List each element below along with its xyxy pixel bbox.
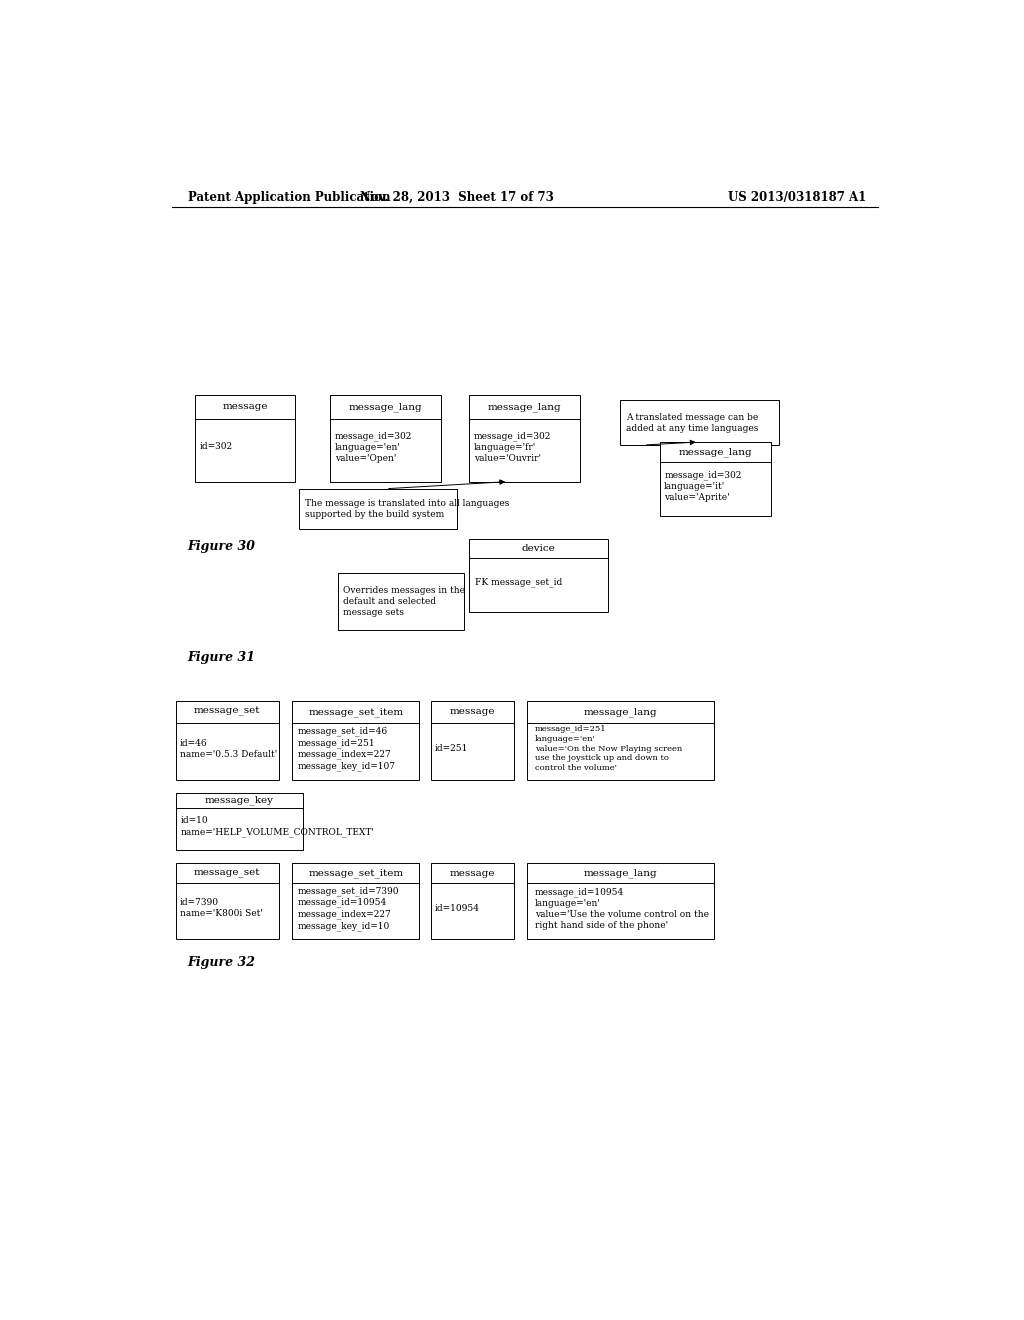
Text: device: device: [522, 544, 556, 553]
Bar: [469, 539, 608, 611]
Text: Patent Application Publication: Patent Application Publication: [187, 190, 390, 203]
Bar: [196, 395, 295, 482]
Text: message_id=10954
language='en'
value='Use the volume control on the
right hand s: message_id=10954 language='en' value='Us…: [535, 887, 709, 929]
Bar: [299, 488, 458, 529]
Text: message_key: message_key: [205, 796, 273, 805]
Text: message_set: message_set: [194, 869, 260, 878]
Bar: [527, 863, 714, 939]
Bar: [176, 701, 279, 780]
Text: message_lang: message_lang: [349, 403, 423, 412]
Text: id=302: id=302: [200, 442, 232, 451]
Text: Figure 30: Figure 30: [187, 540, 256, 553]
Text: message_set_id=7390
message_id=10954
message_index=227
message_key_id=10: message_set_id=7390 message_id=10954 mes…: [297, 886, 399, 931]
Text: Nov. 28, 2013  Sheet 17 of 73: Nov. 28, 2013 Sheet 17 of 73: [360, 190, 554, 203]
Bar: [527, 701, 714, 780]
Bar: [469, 395, 581, 482]
Bar: [292, 701, 419, 780]
Text: message_set_id=46
message_id=251
message_index=227
message_key_id=107: message_set_id=46 message_id=251 message…: [297, 726, 395, 771]
Bar: [292, 863, 419, 939]
Text: Overrides messages in the
default and selected
message sets: Overrides messages in the default and se…: [343, 586, 465, 618]
Bar: [176, 863, 279, 939]
Text: message_lang: message_lang: [584, 708, 657, 717]
Bar: [338, 573, 464, 630]
Bar: [431, 863, 514, 939]
Text: The message is translated into all languages
supported by the build system: The message is translated into all langu…: [305, 499, 509, 519]
Text: id=46
name='0.5.3 Default': id=46 name='0.5.3 Default': [180, 739, 278, 759]
Bar: [331, 395, 441, 482]
Text: message: message: [451, 869, 496, 878]
Text: US 2013/0318187 A1: US 2013/0318187 A1: [728, 190, 866, 203]
Text: message_lang: message_lang: [488, 403, 561, 412]
Text: Figure 31: Figure 31: [187, 651, 256, 664]
Text: id=10954: id=10954: [434, 904, 479, 913]
Text: message_set_item: message_set_item: [308, 869, 403, 878]
Text: FK message_set_id: FK message_set_id: [475, 577, 562, 587]
Bar: [659, 442, 771, 516]
Text: message_set: message_set: [194, 708, 260, 717]
Bar: [431, 701, 514, 780]
Bar: [620, 400, 778, 445]
Text: A translated message can be
added at any time languages: A translated message can be added at any…: [627, 413, 759, 433]
Text: message: message: [222, 403, 268, 412]
Text: message_set_item: message_set_item: [308, 708, 403, 717]
Text: id=10
name='HELP_VOLUME_CONTROL_TEXT': id=10 name='HELP_VOLUME_CONTROL_TEXT': [180, 816, 375, 837]
Text: Figure 32: Figure 32: [187, 956, 256, 969]
Text: id=7390
name='K800i Set': id=7390 name='K800i Set': [180, 899, 262, 919]
Text: message_id=251
language='en'
value='On the Now Playing screen
use the joystick u: message_id=251 language='en' value='On t…: [535, 725, 682, 772]
Text: message_id=302
language='it'
value='Aprite': message_id=302 language='it' value='Apri…: [665, 470, 741, 503]
Text: message_lang: message_lang: [584, 869, 657, 878]
Text: message_id=302
language='en'
value='Open': message_id=302 language='en' value='Open…: [335, 432, 413, 463]
Text: message: message: [451, 708, 496, 717]
Text: message_id=302
language='fr'
value='Ouvrir': message_id=302 language='fr' value='Ouvr…: [474, 432, 551, 463]
Text: message_lang: message_lang: [679, 447, 752, 457]
Bar: [176, 792, 303, 850]
Text: id=251: id=251: [434, 744, 468, 754]
